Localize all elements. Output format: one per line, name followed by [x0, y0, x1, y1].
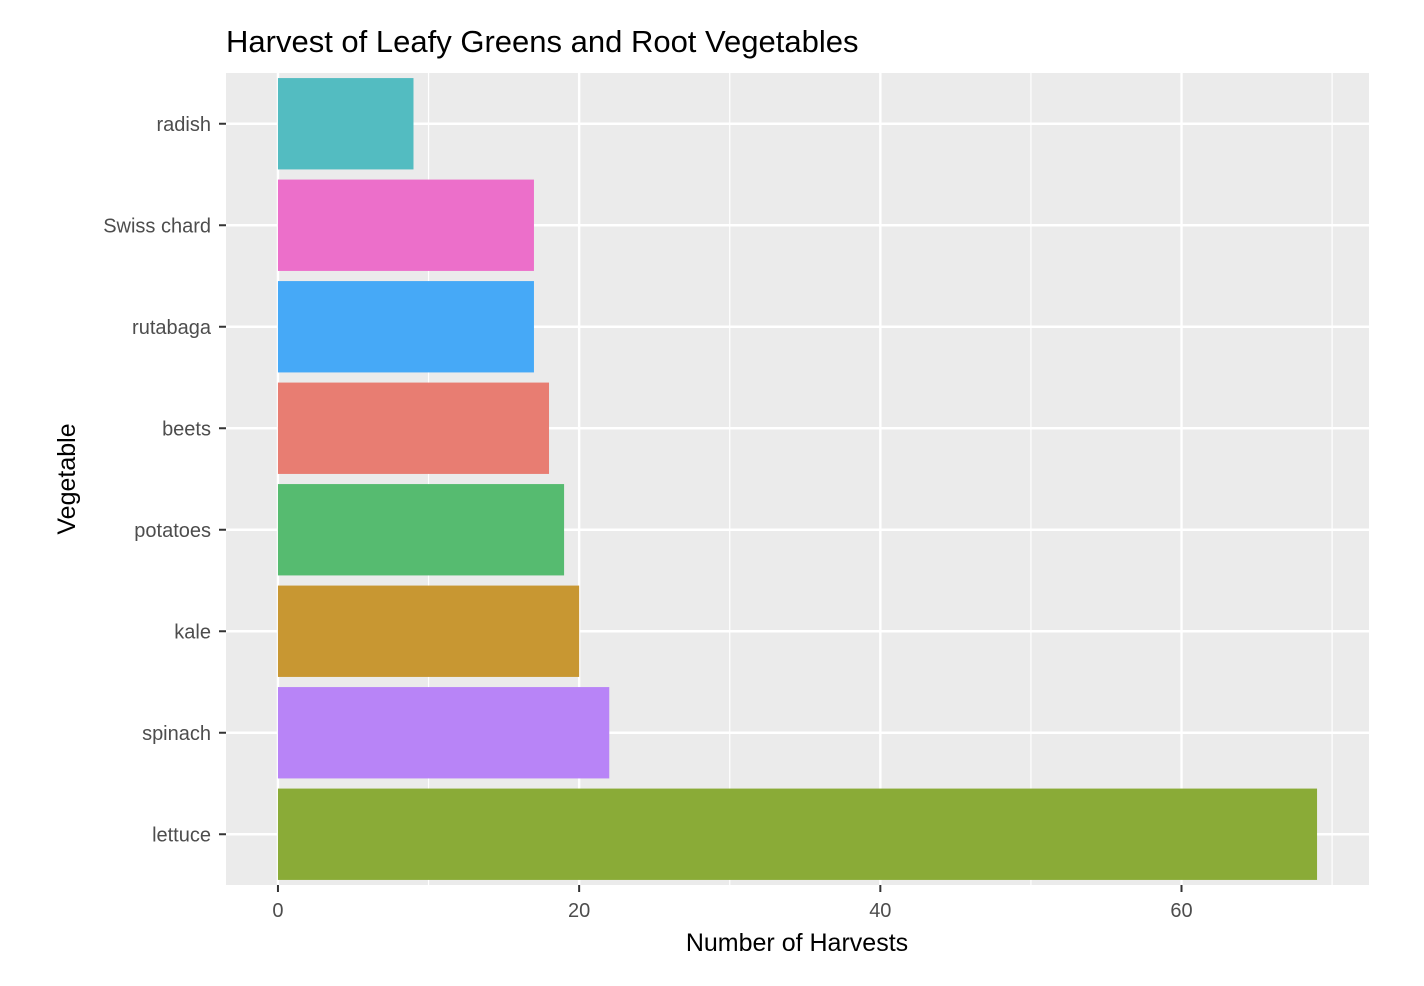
x-axis-title: Number of Harvests — [686, 929, 908, 957]
y-tick-label: kale — [174, 621, 211, 643]
y-tick-label: radish — [157, 114, 211, 136]
y-tick-label: Swiss chard — [103, 215, 211, 237]
y-tick-label: potatoes — [134, 520, 211, 542]
y-axis-title: Vegetable — [53, 423, 81, 534]
bars — [277, 78, 1318, 880]
y-tick-label: lettuce — [152, 824, 211, 846]
bar-beets — [277, 382, 550, 474]
y-tick-label: spinach — [142, 723, 211, 745]
y-axis: radish Swiss chard rutabaga beets potatoes ka… — [103, 114, 226, 846]
x-tick-label: 0 — [272, 900, 283, 922]
chart-title: Harvest of Leafy Greens and Root Vegetab… — [226, 24, 858, 59]
bar-radish — [277, 78, 414, 170]
x-tick-label: 60 — [1170, 900, 1192, 922]
x-axis: 0 20 40 60 — [272, 885, 1193, 922]
x-tick-label: 20 — [568, 900, 590, 922]
bar-swiss-chard — [277, 179, 534, 271]
y-tick-label: rutabaga — [132, 317, 212, 339]
y-tick-label: beets — [162, 418, 211, 440]
bar-kale — [277, 585, 580, 677]
x-tick-label: 40 — [869, 900, 891, 922]
bar-rutabaga — [277, 281, 534, 373]
bar-potatoes — [277, 484, 565, 576]
bar-spinach — [277, 687, 610, 779]
bar-lettuce — [277, 788, 1318, 880]
